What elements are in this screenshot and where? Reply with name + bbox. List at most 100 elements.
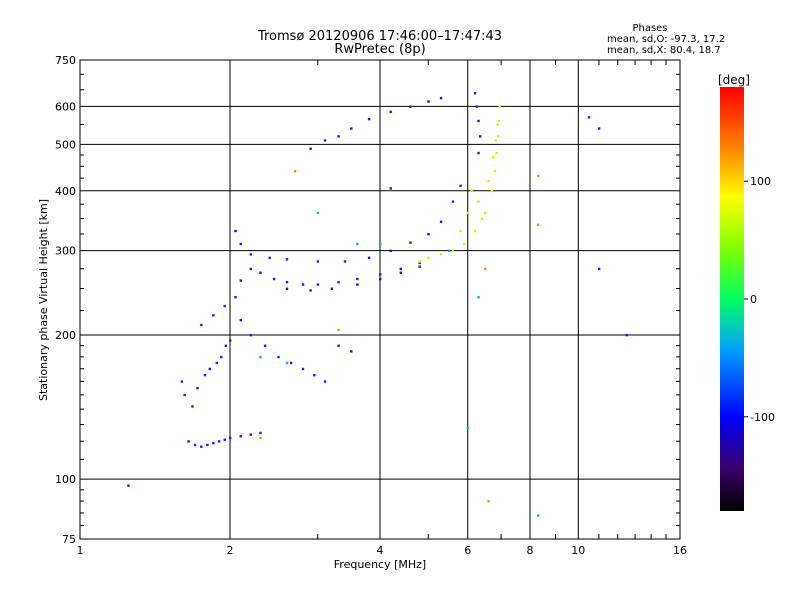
- data-point: [487, 500, 490, 503]
- data-point: [536, 223, 540, 226]
- x-axis-ticks: 1 2 4 6 8 10 16: [77, 60, 687, 557]
- data-point: [337, 280, 340, 284]
- data-point: [484, 211, 487, 215]
- data-point: [239, 279, 242, 282]
- data-point: [389, 110, 392, 114]
- data-point: [399, 271, 403, 274]
- colorbar-tick-label: 100: [750, 175, 771, 188]
- data-point: [234, 296, 237, 299]
- data-point: [301, 283, 305, 286]
- data-point: [473, 91, 477, 95]
- data-point: [272, 277, 276, 281]
- data-point: [597, 127, 601, 130]
- data-point: [203, 373, 207, 377]
- x-tick-label: 6: [464, 544, 471, 557]
- y-tick-label: 300: [55, 245, 76, 258]
- data-points: [127, 91, 628, 517]
- data-point: [389, 249, 392, 253]
- data-point: [343, 260, 347, 263]
- phase-info-title: Phases: [632, 23, 667, 34]
- data-point: [493, 169, 497, 173]
- data-point: [477, 151, 480, 155]
- data-point: [418, 265, 421, 268]
- x-tick-label: 4: [377, 544, 384, 557]
- data-point: [268, 256, 271, 260]
- data-point: [313, 373, 316, 377]
- data-point: [223, 438, 226, 441]
- data-point: [285, 280, 289, 284]
- data-point: [208, 367, 211, 371]
- data-point: [379, 273, 382, 276]
- colorbar-ticks: 100 0 -100: [744, 175, 775, 424]
- data-point: [597, 267, 601, 271]
- data-point: [495, 151, 498, 155]
- data-point: [451, 249, 455, 253]
- data-point: [316, 283, 320, 286]
- data-point: [492, 156, 495, 159]
- data-point: [587, 116, 591, 119]
- data-point: [463, 242, 466, 246]
- grid: [80, 60, 680, 539]
- data-point: [191, 405, 194, 408]
- y-tick-label: 100: [55, 473, 76, 486]
- data-point: [127, 484, 130, 487]
- data-point: [367, 117, 371, 121]
- data-point: [466, 426, 470, 430]
- data-point: [459, 229, 462, 233]
- y-axis-ticks: 75 100 200 300 400 500 600 750: [55, 54, 680, 546]
- data-point: [498, 105, 501, 108]
- data-point: [212, 441, 215, 445]
- x-tick-label: 2: [227, 544, 234, 557]
- data-point: [477, 200, 480, 203]
- data-point: [259, 355, 262, 359]
- chart-subtitle: RwPretec (8p): [334, 42, 425, 57]
- data-point: [418, 261, 421, 265]
- data-point: [259, 271, 262, 274]
- data-point: [459, 184, 462, 188]
- y-tick-label: 750: [55, 54, 76, 67]
- data-point: [337, 328, 340, 332]
- data-point: [337, 344, 340, 348]
- x-tick-label: 16: [673, 544, 687, 557]
- data-point: [473, 229, 477, 233]
- data-point: [496, 123, 499, 126]
- data-point: [480, 217, 484, 220]
- data-point: [301, 367, 305, 371]
- data-point: [187, 440, 190, 443]
- plot-frame: [79, 59, 681, 540]
- y-tick-label: 600: [55, 100, 76, 113]
- data-point: [180, 380, 184, 383]
- data-point: [470, 189, 473, 193]
- colorbar: [720, 87, 744, 511]
- data-point: [206, 443, 209, 447]
- data-point: [356, 277, 359, 281]
- data-point: [389, 187, 392, 190]
- data-point: [234, 229, 237, 233]
- data-point: [289, 361, 293, 365]
- data-point: [427, 256, 430, 260]
- data-point: [323, 139, 327, 142]
- data-point: [259, 436, 262, 440]
- data-point: [350, 350, 353, 353]
- data-point: [337, 135, 340, 138]
- data-point: [263, 344, 267, 348]
- x-axis-label: Frequency [MHz]: [334, 558, 426, 571]
- x-tick-label: 8: [527, 544, 534, 557]
- data-point: [379, 242, 382, 246]
- data-point: [409, 241, 412, 244]
- data-point: [193, 443, 197, 447]
- data-point: [239, 242, 242, 246]
- data-point: [625, 333, 628, 337]
- data-point: [497, 119, 501, 123]
- data-point: [220, 355, 223, 359]
- data-point: [356, 283, 359, 286]
- data-point: [466, 211, 470, 215]
- data-point: [439, 96, 443, 100]
- data-point: [249, 267, 253, 271]
- data-point: [409, 105, 412, 108]
- data-point: [309, 147, 312, 150]
- data-point: [229, 436, 232, 440]
- data-point: [477, 296, 480, 299]
- data-point: [212, 314, 215, 317]
